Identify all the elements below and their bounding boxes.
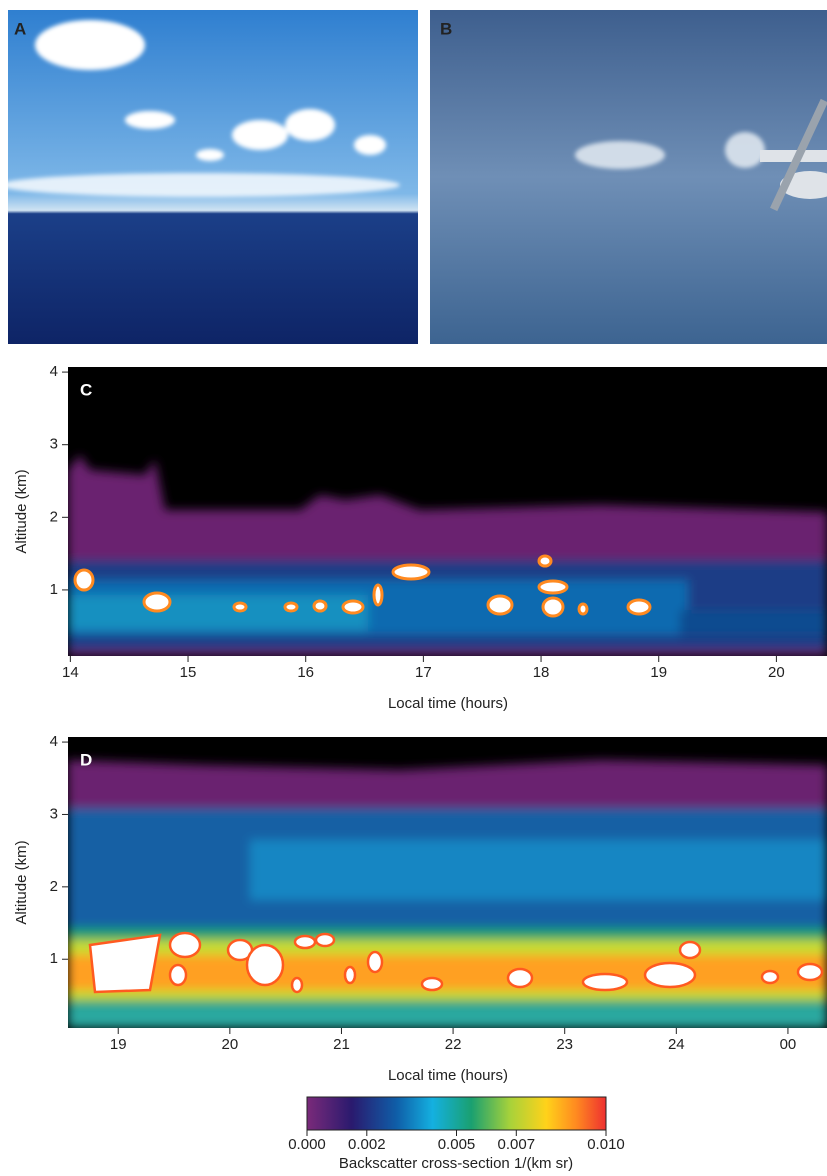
- x-tick-label: 19: [110, 1036, 127, 1053]
- y-tick-label: 2: [50, 878, 58, 895]
- colorbar-title: Backscatter cross-section 1/(km sr): [339, 1155, 573, 1172]
- y-tick-label: 3: [50, 436, 58, 453]
- y-tick-label: 2: [50, 508, 58, 525]
- y-tick-label: 4: [50, 733, 58, 750]
- y-tick-label: 3: [50, 805, 58, 822]
- y-tick-label: 4: [50, 363, 58, 380]
- x-tick-label: 20: [222, 1036, 239, 1053]
- panel-label: B: [440, 19, 452, 38]
- x-tick-label: 24: [668, 1036, 685, 1053]
- x-tick-label: 20: [768, 664, 785, 681]
- panel-label: A: [14, 19, 26, 38]
- y-tick-label: 1: [50, 950, 58, 967]
- x-tick-label: 16: [297, 664, 314, 681]
- y-axis-label: Altitude (km): [13, 469, 30, 553]
- y-tick-label: 1: [50, 581, 58, 598]
- x-tick-label: 23: [556, 1036, 573, 1053]
- x-tick-label: 18: [533, 664, 550, 681]
- panel-label: D: [80, 750, 92, 769]
- x-tick-label: 15: [180, 664, 197, 681]
- x-tick-label: 22: [445, 1036, 462, 1053]
- colorbar-tick-label: 0.010: [587, 1136, 625, 1153]
- heatmap-d: [68, 737, 827, 1028]
- colorbar-tick-label: 0.002: [348, 1136, 386, 1153]
- panel-label: C: [80, 380, 92, 399]
- colorbar-tick-label: 0.000: [288, 1136, 326, 1153]
- x-axis-label: Local time (hours): [388, 695, 508, 712]
- photo-a: [0, 10, 418, 344]
- x-axis-label: Local time (hours): [388, 1067, 508, 1084]
- colorbar-tick-label: 0.005: [438, 1136, 476, 1153]
- x-tick-label: 21: [333, 1036, 350, 1053]
- photo-b: [430, 10, 827, 344]
- x-tick-label: 00: [780, 1036, 797, 1053]
- y-axis-label: Altitude (km): [13, 840, 30, 924]
- heatmap-c: [68, 367, 827, 656]
- x-tick-label: 17: [415, 664, 432, 681]
- x-tick-label: 14: [62, 664, 79, 681]
- x-tick-label: 19: [650, 664, 667, 681]
- colorbar: [306, 1096, 607, 1131]
- colorbar-tick-label: 0.007: [498, 1136, 536, 1153]
